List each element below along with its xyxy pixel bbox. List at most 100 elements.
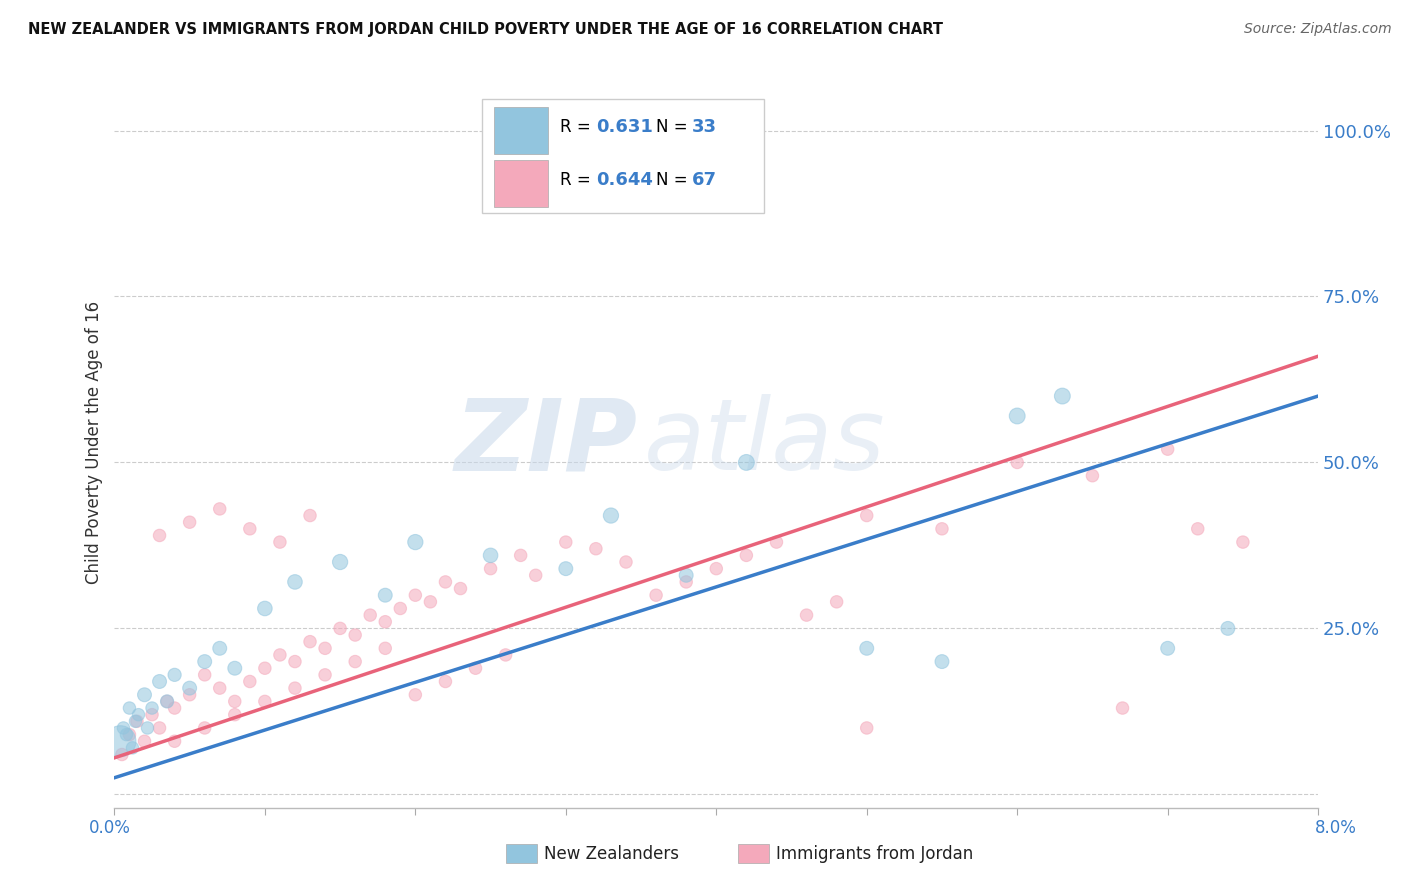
- Point: [554, 561, 576, 575]
- Point: [284, 574, 307, 589]
- Text: N =: N =: [657, 171, 688, 189]
- Point: [524, 568, 547, 582]
- Point: [208, 681, 231, 695]
- Point: [931, 522, 953, 536]
- Point: [1111, 701, 1133, 715]
- Point: [1232, 535, 1254, 549]
- Point: [269, 648, 291, 662]
- Point: [479, 561, 502, 575]
- Point: [855, 508, 877, 523]
- Point: [134, 688, 156, 702]
- Y-axis label: Child Poverty Under the Age of 16: Child Poverty Under the Age of 16: [86, 301, 103, 584]
- Point: [194, 721, 217, 735]
- Point: [495, 648, 517, 662]
- Text: R =: R =: [560, 118, 591, 136]
- Point: [329, 621, 352, 635]
- Point: [359, 608, 381, 623]
- Point: [509, 549, 531, 563]
- Point: [329, 555, 352, 569]
- Text: ZIP: ZIP: [456, 394, 638, 491]
- Point: [112, 721, 135, 735]
- Point: [1005, 409, 1028, 423]
- Point: [141, 707, 163, 722]
- Point: [374, 588, 396, 602]
- Text: New Zealanders: New Zealanders: [544, 845, 679, 863]
- Bar: [494, 160, 548, 208]
- Text: atlas: atlas: [644, 394, 886, 491]
- Point: [765, 535, 787, 549]
- Point: [148, 528, 170, 542]
- Point: [194, 655, 217, 669]
- Point: [704, 561, 727, 575]
- Point: [389, 601, 412, 615]
- Text: 33: 33: [692, 118, 717, 136]
- Point: [404, 588, 426, 602]
- Point: [156, 694, 179, 708]
- Point: [141, 701, 163, 715]
- Point: [115, 728, 138, 742]
- Point: [194, 668, 217, 682]
- Point: [404, 535, 426, 549]
- Point: [374, 615, 396, 629]
- Point: [224, 694, 246, 708]
- Point: [163, 668, 186, 682]
- Point: [208, 502, 231, 516]
- Point: [825, 595, 848, 609]
- Text: 0.644: 0.644: [596, 171, 652, 189]
- Point: [208, 641, 231, 656]
- Point: [121, 740, 143, 755]
- Point: [110, 734, 132, 748]
- Text: 67: 67: [692, 171, 717, 189]
- Point: [136, 721, 159, 735]
- Point: [344, 655, 367, 669]
- Point: [148, 721, 170, 735]
- Point: [374, 641, 396, 656]
- Text: N =: N =: [657, 118, 688, 136]
- Point: [314, 641, 336, 656]
- Point: [111, 747, 134, 762]
- Point: [134, 734, 156, 748]
- Point: [479, 549, 502, 563]
- Point: [450, 582, 472, 596]
- Point: [404, 688, 426, 702]
- Point: [224, 707, 246, 722]
- Point: [179, 681, 201, 695]
- Point: [931, 655, 953, 669]
- Point: [585, 541, 607, 556]
- Point: [253, 661, 276, 675]
- Point: [298, 634, 321, 648]
- Point: [163, 734, 186, 748]
- Point: [419, 595, 441, 609]
- Point: [163, 701, 186, 715]
- Point: [464, 661, 486, 675]
- Point: [127, 707, 149, 722]
- Point: [796, 608, 818, 623]
- Point: [855, 641, 877, 656]
- Point: [344, 628, 367, 642]
- Point: [253, 694, 276, 708]
- Point: [118, 728, 141, 742]
- Text: R =: R =: [560, 171, 591, 189]
- Point: [1081, 468, 1104, 483]
- Point: [675, 574, 697, 589]
- Point: [614, 555, 637, 569]
- Point: [284, 681, 307, 695]
- Point: [156, 694, 179, 708]
- Text: 8.0%: 8.0%: [1315, 819, 1357, 837]
- Point: [125, 714, 148, 729]
- Bar: [494, 107, 548, 154]
- Point: [1005, 455, 1028, 469]
- Point: [1216, 621, 1239, 635]
- Text: Source: ZipAtlas.com: Source: ZipAtlas.com: [1244, 22, 1392, 37]
- Point: [118, 701, 141, 715]
- Point: [179, 515, 201, 529]
- Point: [1052, 389, 1074, 403]
- Point: [1156, 442, 1178, 457]
- FancyBboxPatch shape: [481, 99, 765, 212]
- Text: 0.0%: 0.0%: [89, 819, 131, 837]
- Point: [554, 535, 576, 549]
- Point: [434, 674, 457, 689]
- Point: [314, 668, 336, 682]
- Point: [148, 674, 170, 689]
- Point: [179, 688, 201, 702]
